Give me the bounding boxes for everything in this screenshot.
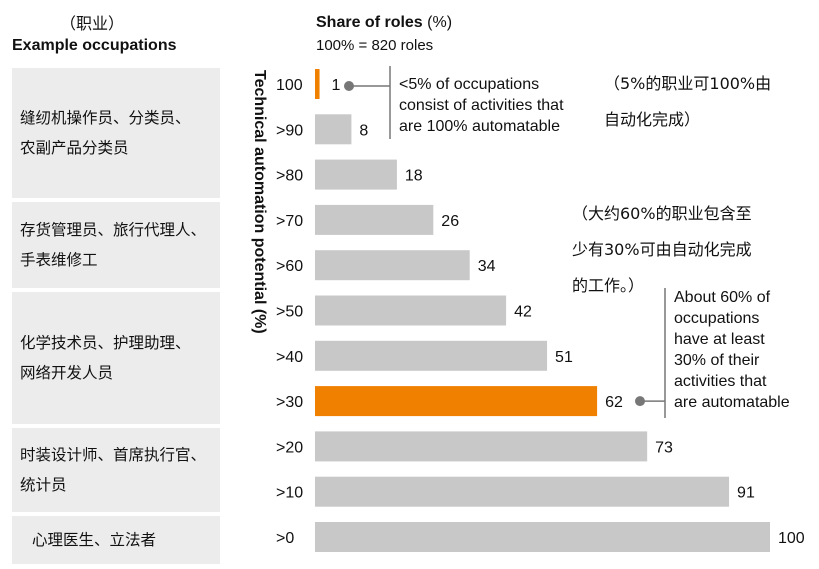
chart-title: Share of roles (%) xyxy=(316,14,452,32)
occupation-line: 缝纫机操作员、分类员、 xyxy=(20,109,191,127)
bar-9 xyxy=(315,476,730,507)
data-label: 62 xyxy=(605,394,623,411)
occupation-group-5: 心理医生、立法者 xyxy=(12,516,220,564)
annotation-mid-cn: （大约60%的职业包含至 少有30%可由自动化完成 的工作。） xyxy=(572,196,752,304)
annotation-line: are automatable xyxy=(674,394,790,411)
annotation-line: 少有30%可由自动化完成 xyxy=(572,240,752,259)
category-label: >40 xyxy=(276,349,303,366)
occupation-group-2: 存货管理员、旅行代理人、 手表维修工 xyxy=(12,202,220,288)
category-label: >10 xyxy=(276,485,303,502)
annotation-line: 30% of their xyxy=(674,352,760,369)
bar-8 xyxy=(315,431,648,462)
bar-2 xyxy=(315,159,397,190)
occupation-line: 手表维修工 xyxy=(20,251,98,269)
occupation-group-4: 时装设计师、首席执行官、 统计员 xyxy=(12,428,220,512)
data-label: 1 xyxy=(332,77,341,94)
annotation-line: consist of activities that xyxy=(399,97,564,114)
annotation-line: 自动化完成） xyxy=(604,110,701,129)
data-label: 42 xyxy=(514,304,532,321)
bar-4 xyxy=(315,250,470,281)
occupation-line: 网络开发人员 xyxy=(20,364,114,382)
occupation-line: 心理医生、立法者 xyxy=(32,531,157,549)
data-label: 73 xyxy=(655,439,673,456)
data-label: 8 xyxy=(359,122,368,139)
bar-7 xyxy=(315,386,598,417)
data-label: 91 xyxy=(737,485,755,502)
data-label: 34 xyxy=(478,258,496,275)
annotation-line: （5%的职业可100%由 xyxy=(604,74,772,93)
occupation-line: 化学技术员、护理助理、 xyxy=(20,334,191,352)
annotation-line: About 60% of xyxy=(674,289,771,306)
occupation-group-3: 化学技术员、护理助理、 网络开发人员 xyxy=(12,292,220,424)
bar-10 xyxy=(315,522,770,552)
annotation-top-cn: （5%的职业可100%由 自动化完成） xyxy=(604,66,771,138)
annotation-line: 的工作。） xyxy=(572,276,645,295)
occupation-header-cn: （职业） xyxy=(60,14,125,33)
chart-title-main: Share of roles xyxy=(316,14,423,31)
data-label: 51 xyxy=(555,349,573,366)
category-label: >50 xyxy=(276,304,303,321)
data-label: 18 xyxy=(405,168,423,185)
occupation-line: 农副产品分类员 xyxy=(20,139,129,157)
occupation-group-1: 缝纫机操作员、分类员、 农副产品分类员 xyxy=(12,68,220,198)
bar-0 xyxy=(315,69,320,99)
bar-3 xyxy=(315,204,434,235)
bar-6 xyxy=(315,340,548,371)
category-label: >90 xyxy=(276,122,303,139)
category-label: >20 xyxy=(276,439,303,456)
category-label: 100 xyxy=(276,77,303,94)
chart-subtitle: 100% = 820 roles xyxy=(316,37,434,54)
bar-5 xyxy=(315,295,507,326)
occupation-line: 时装设计师、首席执行官、 xyxy=(20,446,207,464)
annotation-line: occupations xyxy=(674,310,760,327)
annotation-line: （大约60%的职业包含至 xyxy=(572,204,752,223)
category-label: >70 xyxy=(276,213,303,230)
annotation-line: are 100% automatable xyxy=(399,118,560,135)
category-label: >30 xyxy=(276,394,303,411)
bar-1 xyxy=(315,114,352,145)
occupation-header: Example occupations xyxy=(12,37,177,54)
annotation-line: activities that xyxy=(674,373,767,390)
data-label: 100 xyxy=(778,530,805,547)
category-label: >80 xyxy=(276,168,303,185)
chart-title-unit: (%) xyxy=(422,14,453,31)
category-label: >60 xyxy=(276,258,303,275)
occupation-line: 存货管理员、旅行代理人、 xyxy=(20,221,207,239)
annotation-line: <5% of occupations xyxy=(399,76,540,93)
occupation-line: 统计员 xyxy=(20,476,67,494)
category-label: >0 xyxy=(276,530,294,547)
data-label: 26 xyxy=(441,213,459,230)
annotation-top-en: <5% of occupations consist of activities… xyxy=(399,74,564,137)
annotation-mid-en: About 60% of occupations have at least 3… xyxy=(674,287,790,413)
annotation-line: have at least xyxy=(674,331,765,348)
